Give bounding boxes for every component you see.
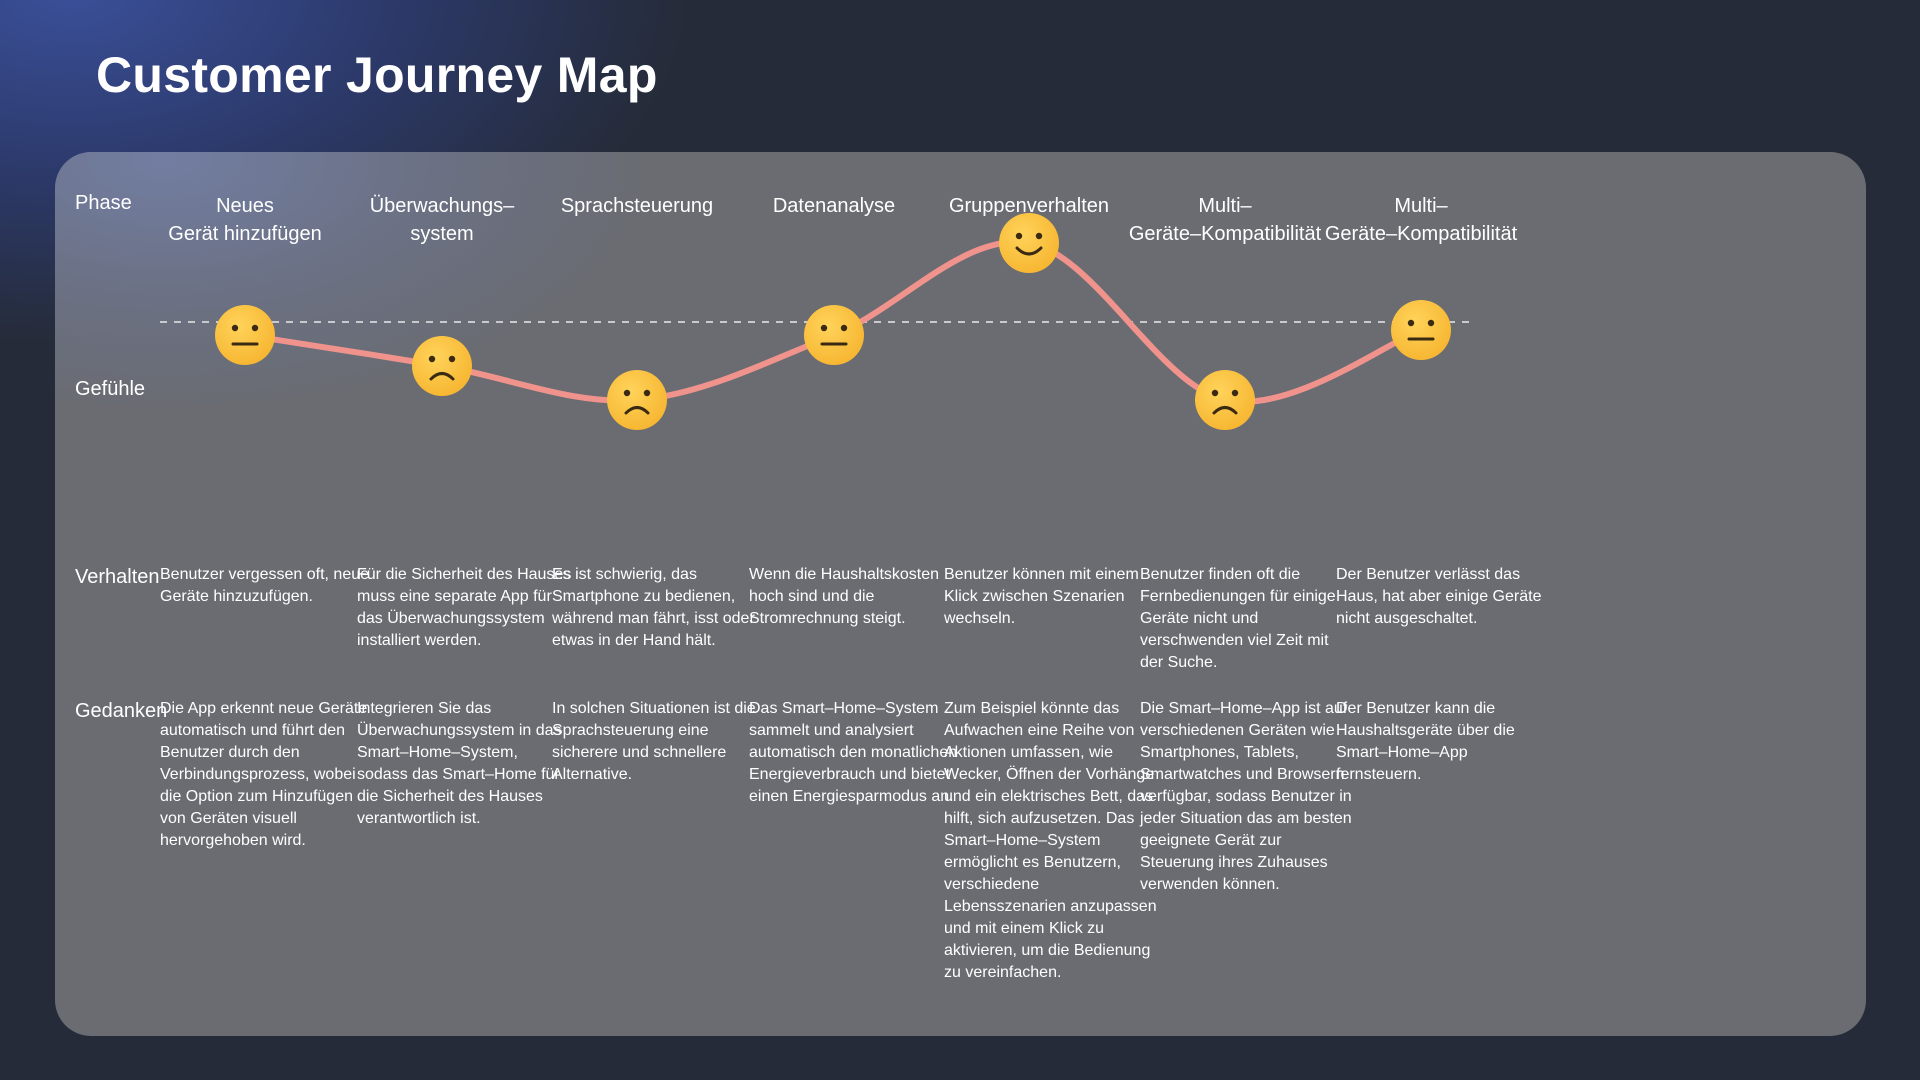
sad-face-icon [607, 370, 667, 430]
phase-title: Neues Gerät hinzufügen [168, 195, 322, 245]
behavior-text: Für die Sicherheit des Hauses muss eine … [357, 566, 572, 649]
thoughts-text: Integrieren Sie das Überwachungssystem i… [357, 700, 562, 827]
sad-face-icon [412, 336, 472, 396]
row-label-feelings: Gefühle [75, 378, 146, 400]
behavior-text: Benutzer können mit einem Klick zwischen… [944, 566, 1139, 627]
thoughts-text: Das Smart–Home–System sammelt und analys… [749, 700, 958, 805]
neutral-face-icon [1391, 300, 1451, 360]
thoughts-text: Der Benutzer kann die Haushaltsgeräte üb… [1336, 700, 1515, 783]
neutral-face-icon [804, 305, 864, 365]
page-title: Customer Journey Map [96, 47, 658, 103]
thoughts-text: In solchen Situationen ist die Sprachste… [552, 700, 756, 783]
behavior-text: Der Benutzer verlässt das Haus, hat aber… [1336, 566, 1542, 627]
phase-title: Datenanalyse [772, 195, 896, 217]
thoughts-text: Die App erkennt neue Geräte automatisch … [160, 700, 368, 849]
thoughts-text: Zum Beispiel könnte das Aufwachen eine R… [944, 700, 1157, 981]
behavior-text: Es ist schwierig, das Smartphone zu bedi… [552, 566, 755, 649]
phase-title: Multi– Geräte–Kompatibilität [1128, 195, 1322, 245]
behavior-text: Wenn die Haushaltskosten hoch sind und d… [749, 566, 940, 627]
phase-title: Gruppenverhalten [948, 195, 1110, 217]
journey-map-card: Phase Gefühle Verhalten Gedanken Neues Ge… [55, 152, 1866, 1036]
phase-title: Multi– Geräte–Kompatibilität [1324, 195, 1518, 245]
neutral-face-icon [215, 305, 275, 365]
phase-title: Überwachungs– system [369, 195, 515, 245]
emotion-curve-graph [160, 213, 1475, 430]
phase-title: Sprachsteuerung [560, 195, 714, 217]
behavior-text: Benutzer vergessen oft, neue Geräte hinz… [160, 566, 370, 605]
row-label-behavior: Verhalten [75, 566, 160, 588]
sad-face-icon [1195, 370, 1255, 430]
row-label-phase: Phase [75, 192, 132, 214]
thoughts-text: Die Smart–Home–App ist auf verschiedenen… [1140, 700, 1352, 893]
behavior-text: Benutzer finden oft die Fernbedienungen … [1140, 566, 1336, 671]
row-label-thoughts: Gedanken [75, 700, 168, 722]
happy-face-icon [999, 213, 1059, 273]
